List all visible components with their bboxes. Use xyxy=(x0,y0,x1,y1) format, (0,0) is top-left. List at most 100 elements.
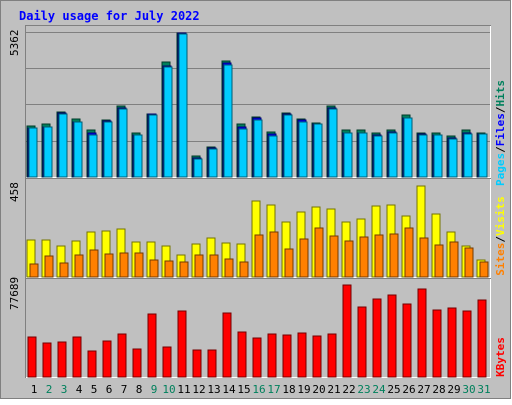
bar-sites-day-27 xyxy=(419,237,429,278)
bar-pages-day-21 xyxy=(328,108,338,178)
bar-sites-day-10 xyxy=(164,260,174,278)
x-tick-label-day-17: 17 xyxy=(267,383,280,396)
bar-kbytes-day-21 xyxy=(327,333,337,378)
x-tick-label-day-6: 6 xyxy=(106,383,113,396)
y-max-label: 77689 xyxy=(8,277,21,310)
x-tick-label-day-15: 15 xyxy=(237,383,250,396)
legend-visits: Visits xyxy=(494,196,507,236)
bar-sites-day-7 xyxy=(119,252,129,278)
bar-sites-day-18 xyxy=(284,248,294,278)
chart-title: Daily usage for July 2022 xyxy=(19,9,200,23)
bar-kbytes-day-4 xyxy=(72,336,82,378)
bar-sites-day-14 xyxy=(224,258,234,278)
x-tick-label-day-23: 23 xyxy=(357,383,370,396)
legend-separator: / xyxy=(494,146,507,153)
bar-pages-day-7 xyxy=(118,108,128,178)
x-tick-label-day-18: 18 xyxy=(282,383,295,396)
bar-sites-day-11 xyxy=(179,261,189,278)
x-tick-label-day-19: 19 xyxy=(297,383,310,396)
bar-sites-day-21 xyxy=(329,235,339,278)
bar-kbytes-day-7 xyxy=(117,333,127,378)
x-tick-label-day-30: 30 xyxy=(462,383,475,396)
bar-kbytes-day-24 xyxy=(372,298,382,378)
bar-sites-day-17 xyxy=(269,231,279,278)
bar-sites-day-13 xyxy=(209,254,219,278)
bar-pages-day-10 xyxy=(163,66,173,178)
bar-sites-day-29 xyxy=(449,241,459,278)
bar-pages-day-24 xyxy=(373,135,383,178)
bar-pages-day-14 xyxy=(223,64,233,178)
x-tick-label-day-2: 2 xyxy=(46,383,53,396)
y-max-label: 458 xyxy=(8,182,21,202)
right-axis-label: Sites/Visits xyxy=(494,196,507,276)
bar-kbytes-day-20 xyxy=(312,335,322,378)
bar-pages-day-27 xyxy=(418,134,428,178)
x-tick-label-day-21: 21 xyxy=(327,383,340,396)
bar-kbytes-day-22 xyxy=(342,284,352,378)
bar-pages-day-3 xyxy=(58,113,68,178)
bar-kbytes-day-30 xyxy=(462,310,472,378)
bar-pages-day-23 xyxy=(358,132,368,178)
x-tick-label-day-31: 31 xyxy=(477,383,490,396)
legend-separator: / xyxy=(494,236,507,243)
bar-kbytes-day-19 xyxy=(297,332,307,378)
x-tick-label-day-5: 5 xyxy=(91,383,98,396)
bar-kbytes-day-18 xyxy=(282,334,292,378)
bar-pages-day-18 xyxy=(283,114,293,178)
x-axis-day-labels: 1 2 3 4 5 6 7 8 9 10 11 12 13 14 15 16 17 18 19 20 21 22 23 24 2… xyxy=(31,383,491,396)
bar-pages-day-25 xyxy=(388,132,398,178)
bar-sites-day-24 xyxy=(374,234,384,278)
bar-pages-day-4 xyxy=(73,121,83,178)
bar-kbytes-day-29 xyxy=(447,307,457,378)
bar-kbytes-day-16 xyxy=(252,337,262,378)
bar-pages-day-11 xyxy=(178,33,188,178)
legend-hits: Hits xyxy=(494,80,507,107)
legend-separator: / xyxy=(494,106,507,113)
x-tick-label-day-26: 26 xyxy=(402,383,415,396)
right-axis-label: Pages/Files/Hits xyxy=(494,80,507,186)
bar-pages-day-5 xyxy=(88,134,98,178)
bar-kbytes-day-23 xyxy=(357,306,367,378)
bar-pages-day-31 xyxy=(478,133,488,178)
x-tick-label-day-24: 24 xyxy=(372,383,386,396)
x-tick-label-day-12: 12 xyxy=(192,383,205,396)
bar-kbytes-day-11 xyxy=(177,310,187,378)
x-tick-label-day-11: 11 xyxy=(177,383,190,396)
legend-pages: Pages xyxy=(494,153,507,186)
bar-pages-day-16 xyxy=(253,119,263,178)
bar-sites-day-30 xyxy=(464,247,474,278)
bar-kbytes-day-27 xyxy=(417,288,427,378)
bar-kbytes-day-15 xyxy=(237,331,247,378)
bar-sites-day-1 xyxy=(29,263,39,278)
x-tick-label-day-25: 25 xyxy=(387,383,400,396)
y-max-label: 5362 xyxy=(8,30,21,57)
bar-kbytes-day-3 xyxy=(57,341,67,378)
bar-sites-day-8 xyxy=(134,252,144,278)
x-tick-label-day-27: 27 xyxy=(417,383,430,396)
bar-pages-day-15 xyxy=(238,128,248,178)
legend-sites: Sites xyxy=(494,243,507,276)
legend-kbytes: KBytes xyxy=(494,337,507,377)
bar-kbytes-day-28 xyxy=(432,309,442,378)
bar-kbytes-day-26 xyxy=(402,303,412,378)
bar-kbytes-day-5 xyxy=(87,350,97,378)
bar-pages-day-26 xyxy=(403,117,413,178)
bar-sites-day-3 xyxy=(59,262,69,278)
bar-sites-day-12 xyxy=(194,254,204,278)
bar-sites-day-26 xyxy=(404,227,414,278)
bar-kbytes-day-1 xyxy=(27,336,37,378)
bar-sites-day-5 xyxy=(89,249,99,278)
bar-kbytes-day-25 xyxy=(387,294,397,378)
x-tick-label-day-1: 1 xyxy=(31,383,38,396)
x-tick-label-day-7: 7 xyxy=(121,383,128,396)
panel-hits-files-pages: 5362 Pages/Files/Hits xyxy=(8,25,507,186)
x-tick-label-day-3: 3 xyxy=(61,383,68,396)
bar-kbytes-day-8 xyxy=(132,348,142,378)
bar-sites-day-20 xyxy=(314,227,324,278)
x-tick-label-day-16: 16 xyxy=(252,383,265,396)
bar-sites-day-16 xyxy=(254,234,264,278)
